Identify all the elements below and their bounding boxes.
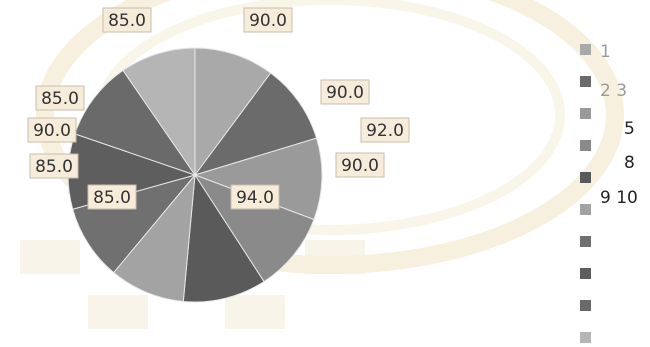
data-label-box <box>243 7 293 33</box>
data-label-text: 92.0 <box>366 121 404 141</box>
data-label-text: 90.0 <box>33 121 71 141</box>
legend-swatch-2 <box>580 76 591 87</box>
data-label-box <box>102 7 152 33</box>
data-label-1: 90.0 <box>243 7 293 33</box>
data-label-text: 85.0 <box>93 188 131 208</box>
pie-slice-3 <box>193 137 323 221</box>
data-label-box <box>320 79 370 105</box>
chart-legend: 1 2 3 5 8 9 10 <box>580 42 638 343</box>
legend-swatch-3 <box>580 108 591 119</box>
legend-label: 2 3 <box>600 81 627 101</box>
legend-swatch-8 <box>580 268 591 279</box>
legend-label: 9 10 <box>600 188 638 208</box>
data-label-text: 85.0 <box>35 157 73 177</box>
data-label-3: 92.0 <box>360 117 410 143</box>
legend-label: 5 <box>624 119 635 139</box>
legend-swatch-5 <box>580 172 591 183</box>
data-label-10: 85.0 <box>102 7 152 33</box>
data-label-5: 94.0 <box>230 184 280 210</box>
data-label-text: 85.0 <box>41 89 79 109</box>
data-label-text: 90.0 <box>249 11 287 31</box>
data-label-8: 85.0 <box>35 85 85 111</box>
data-label-text: 90.0 <box>326 83 364 103</box>
pie-slice-5 <box>182 173 265 303</box>
data-label-7: 85.0 <box>29 153 79 179</box>
data-label-2: 90.0 <box>320 79 370 105</box>
data-label-text: 94.0 <box>236 188 274 208</box>
pie-slice-4 <box>193 174 315 283</box>
legend-swatch-10 <box>580 332 591 343</box>
legend-swatch-9 <box>580 300 591 311</box>
pie-slice-2 <box>193 72 318 176</box>
data-label-9: 90.0 <box>27 117 77 143</box>
legend-swatch-6 <box>580 204 591 215</box>
data-label-6: 85.0 <box>87 184 137 210</box>
legend-swatch-1 <box>580 44 591 55</box>
data-label-box <box>27 117 77 143</box>
pie-slice-7 <box>72 174 197 274</box>
legend-swatch-4 <box>580 140 591 151</box>
data-label-box <box>360 117 410 143</box>
pie-slice-6 <box>112 173 196 303</box>
data-label-text: 90.0 <box>341 156 379 176</box>
pie-data-labels: 90.090.092.090.094.085.085.085.090.085.0 <box>27 7 410 210</box>
data-label-text: 85.0 <box>108 11 146 31</box>
data-label-box <box>29 153 79 179</box>
legend-label: 1 <box>600 42 611 62</box>
data-label-box <box>230 184 280 210</box>
pie-slice-1 <box>194 47 272 177</box>
pie-slices <box>67 47 323 303</box>
data-label-box <box>87 184 137 210</box>
data-label-box <box>35 85 85 111</box>
legend-label: 8 <box>624 153 635 173</box>
legend-swatch-7 <box>580 236 591 247</box>
data-label-4: 90.0 <box>335 152 385 178</box>
data-label-box <box>335 152 385 178</box>
pie-slice-10 <box>122 47 196 177</box>
